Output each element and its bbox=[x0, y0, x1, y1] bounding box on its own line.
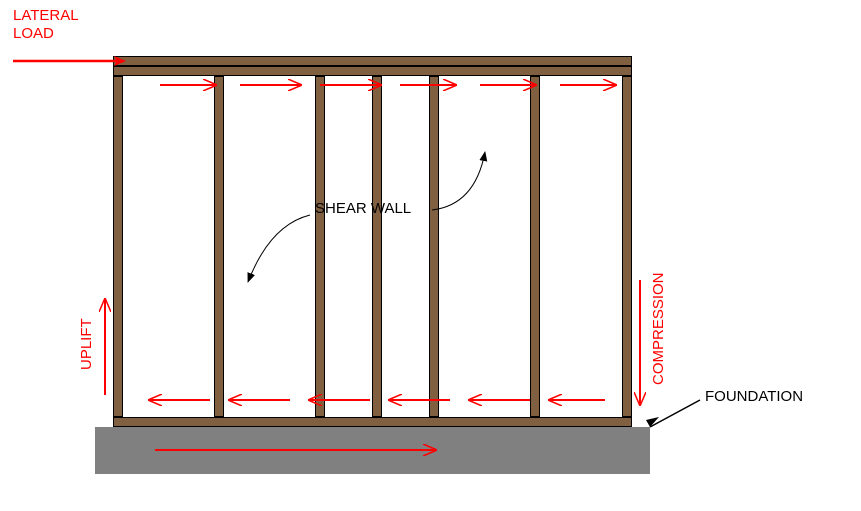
top-plate-upper bbox=[113, 56, 632, 66]
lateral-load-label: LATERAL LOAD bbox=[13, 7, 79, 43]
stud bbox=[372, 76, 382, 417]
stud bbox=[429, 76, 439, 417]
stud bbox=[113, 76, 123, 417]
stud bbox=[214, 76, 224, 417]
uplift-label: UPLIFT bbox=[78, 318, 95, 370]
stud bbox=[315, 76, 325, 417]
foundation-block bbox=[95, 427, 650, 474]
stud bbox=[530, 76, 540, 417]
foundation-label: FOUNDATION bbox=[705, 388, 803, 405]
stud bbox=[622, 76, 632, 417]
shear-wall-label: SHEAR WALL bbox=[315, 200, 411, 217]
top-plate-lower bbox=[113, 66, 632, 76]
bottom-plate bbox=[113, 417, 632, 427]
compression-label: COMPRESSION bbox=[650, 272, 667, 385]
